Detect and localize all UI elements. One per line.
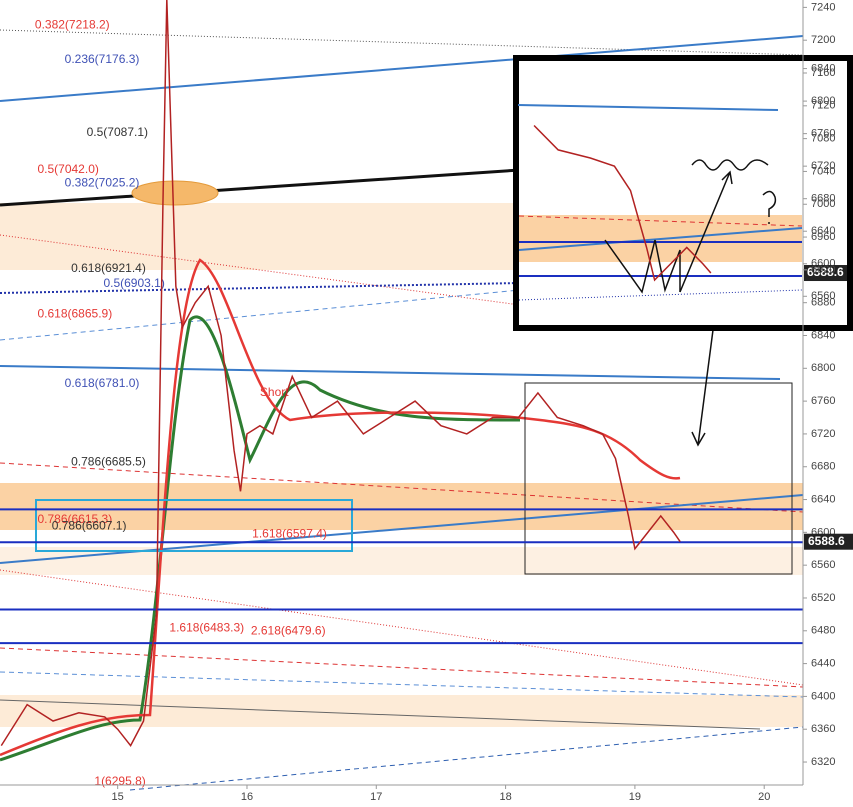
x-tick-label: 17 xyxy=(370,791,382,803)
y-tick-label: 6560 xyxy=(811,290,835,302)
y-tick-label: 7160 xyxy=(811,67,835,79)
price-line xyxy=(533,124,712,282)
annotation: 0.382(7025.2) xyxy=(65,176,140,190)
y-tick-label: 7080 xyxy=(811,133,835,145)
y-tick-label: 7200 xyxy=(811,34,835,46)
y-tick-label: 6880 xyxy=(811,297,835,309)
annotation: 1(6295.8) xyxy=(94,774,145,788)
trend-line xyxy=(0,462,804,513)
trend-line xyxy=(0,35,804,102)
trend-line xyxy=(0,29,804,56)
plot: 0.382(7218.2) 0.236(7176.3) 0.5(7087.1) 0.5… xyxy=(0,0,803,788)
annotation: 0.5(7042.0) xyxy=(37,162,98,176)
y-tick-label: 6360 xyxy=(811,723,835,735)
x-tick-label: 16 xyxy=(241,791,253,803)
trend-line xyxy=(129,726,804,791)
y-tick-label: 7240 xyxy=(811,1,835,13)
y-tick-label: 6640 xyxy=(811,225,835,237)
y-tick-label: 6760 xyxy=(811,395,835,407)
y-tick-label: 6400 xyxy=(811,690,835,702)
x-tick-label: 20 xyxy=(758,791,770,803)
trend-line xyxy=(0,647,804,688)
x-tick-label: 15 xyxy=(112,791,124,803)
trend-line xyxy=(518,227,803,251)
arrow xyxy=(679,170,733,293)
annotation: 0.382(7218.2) xyxy=(35,17,110,31)
inset-frame xyxy=(513,55,853,331)
highlight xyxy=(131,180,219,206)
y-tick-label: 6920 xyxy=(811,264,835,276)
y-tick-label: 6840 xyxy=(811,62,835,74)
y-tick-label: 6520 xyxy=(811,592,835,604)
trend-line xyxy=(518,215,803,227)
y-tick-label: 6720 xyxy=(811,160,835,172)
y-tick-label: 6760 xyxy=(811,128,835,140)
y-tick-label: 6560 xyxy=(811,559,835,571)
annotation: 0.5(6903.1) xyxy=(103,276,164,290)
trend-line xyxy=(0,699,761,730)
annotation: 0.5(7087.1) xyxy=(87,125,148,139)
y-tick-label: 6960 xyxy=(811,231,835,243)
annotation: 1.618(6597.4) xyxy=(252,527,327,541)
y-tick-label: 6800 xyxy=(811,362,835,374)
y-tick-label: 6800 xyxy=(811,95,835,107)
y-tick-label: 6480 xyxy=(811,625,835,637)
annotation: Short xyxy=(260,385,289,399)
y-tick-label: 7000 xyxy=(811,198,835,210)
annotation: 0.236(7176.3) xyxy=(65,52,140,66)
trend-line xyxy=(0,671,804,698)
box xyxy=(35,499,353,552)
box xyxy=(524,382,793,575)
price-tag xyxy=(804,533,853,550)
y-tick-label: 6680 xyxy=(811,461,835,473)
doodle xyxy=(762,190,777,224)
trend-line xyxy=(0,289,521,341)
y-tick-label: 6680 xyxy=(811,193,835,205)
y-tick-label: 7040 xyxy=(811,165,835,177)
x-tick-label: 19 xyxy=(629,791,641,803)
y-tick-label: 6840 xyxy=(811,329,835,341)
trend-line xyxy=(0,168,521,207)
y-tick-label: 6640 xyxy=(811,493,835,505)
trend-line xyxy=(0,234,521,306)
doodle xyxy=(691,159,769,171)
annotation: 2.618(6479.6) xyxy=(251,623,326,637)
annotation: 0.618(6921.4) xyxy=(71,261,146,275)
annotation: 1.618(6483.3) xyxy=(169,620,244,634)
price-tag xyxy=(804,265,847,282)
y-tick-label: 6720 xyxy=(811,428,835,440)
price-tag-label: 6588.6 xyxy=(807,265,844,279)
price-line xyxy=(0,0,681,747)
annotation: 0.618(6865.9) xyxy=(37,306,112,320)
trend-line xyxy=(518,289,803,301)
trend-line xyxy=(0,282,521,294)
annotation: 0.786(6685.5) xyxy=(71,454,146,468)
trend-line xyxy=(0,569,804,686)
y-tick-label: 6320 xyxy=(811,756,835,768)
y-tick-label: 7120 xyxy=(811,100,835,112)
trend-line xyxy=(0,365,781,380)
y-tick-label: 6440 xyxy=(811,658,835,670)
arrow xyxy=(691,329,714,447)
annotation: 0.786(6615.3) xyxy=(37,512,112,526)
doodle xyxy=(604,239,681,294)
moving-average xyxy=(0,315,521,762)
annotation: 0.786(6607.1) xyxy=(52,519,127,533)
price-tag-label: 6588.6 xyxy=(808,534,845,548)
x-tick-label: 18 xyxy=(499,791,511,803)
annotation: 0.618(6781.0) xyxy=(65,376,140,390)
trend-line xyxy=(517,104,779,111)
